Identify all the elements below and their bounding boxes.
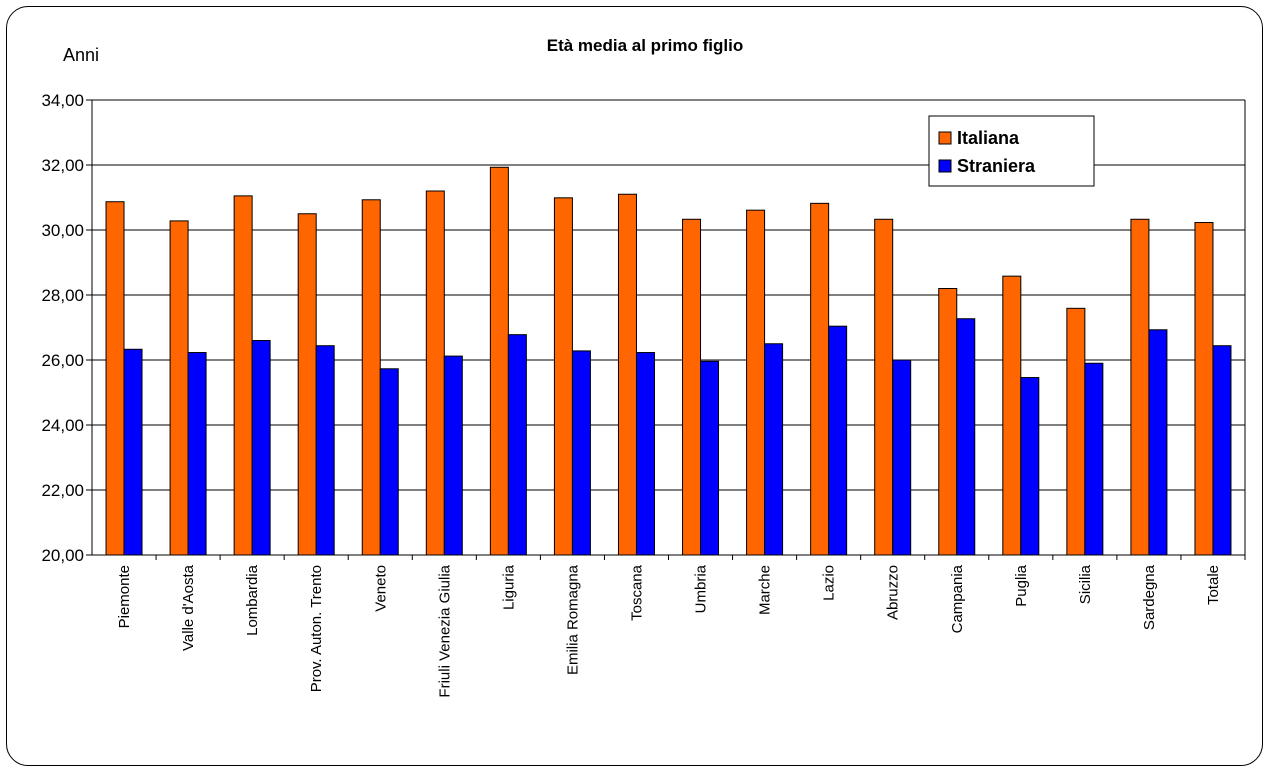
y-tick-label: 30,00	[41, 221, 84, 240]
bar-italiana	[810, 202, 830, 556]
x-tick-label: Friuli Venezia Giulia	[436, 564, 453, 697]
x-tick-label: Liguria	[500, 564, 517, 610]
legend-label-italiana: Italiana	[957, 128, 1020, 148]
x-tick-label: Campania	[949, 564, 966, 633]
bar-straniera	[764, 343, 784, 556]
bar-straniera	[828, 325, 848, 556]
y-tick-labels: 20,00 22,00 24,00 26,00 28,00 30,00 32,00 34,00	[41, 91, 84, 565]
bar-italiana	[1002, 275, 1022, 556]
x-tick-label: Umbria	[693, 564, 710, 613]
bar-straniera	[123, 348, 143, 556]
bar-italiana	[874, 218, 894, 556]
x-tick-label: Toscana	[628, 564, 645, 621]
bar-italiana	[682, 218, 702, 556]
x-tick-label: Prov. Auton. Trento	[308, 565, 325, 692]
x-tick-label: Lombardia	[244, 564, 261, 636]
bar-straniera	[379, 368, 399, 556]
legend-swatch-italiana	[938, 131, 952, 145]
bar-straniera	[443, 355, 463, 556]
bars	[105, 166, 1232, 556]
bar-straniera	[635, 352, 655, 556]
legend-label-straniera: Straniera	[957, 156, 1036, 176]
x-tick-label: Sicilia	[1077, 564, 1094, 604]
bar-straniera	[956, 318, 976, 556]
chart-title: Età media al primo figlio	[547, 36, 743, 55]
axes	[86, 99, 1246, 560]
bar-italiana	[1194, 222, 1214, 556]
x-tick-label: Sardegna	[1141, 564, 1158, 630]
x-tick-labels: Piemonte Valle d'Aosta Lombardia Prov. Auto…	[116, 564, 1222, 697]
bar-straniera	[700, 360, 720, 556]
x-tick-label: Emilia Romagna	[564, 564, 581, 675]
bar-italiana	[553, 197, 573, 556]
y-tick-label: 22,00	[41, 481, 84, 500]
y-axis-unit-label: Anni	[63, 45, 99, 65]
x-tick-label: Valle d'Aosta	[180, 564, 197, 651]
bar-italiana	[746, 209, 766, 556]
bar-straniera	[571, 350, 591, 556]
bar-italiana	[169, 220, 189, 556]
bar-italiana	[489, 166, 509, 556]
bar-italiana	[1066, 307, 1086, 556]
legend: Italiana Straniera	[928, 115, 1095, 187]
y-tick-label: 20,00	[41, 546, 84, 565]
bar-straniera	[251, 340, 271, 556]
x-tick-label: Lazio	[821, 565, 838, 601]
bar-italiana	[233, 195, 253, 556]
y-tick-label: 26,00	[41, 351, 84, 370]
bar-straniera	[187, 352, 207, 556]
y-tick-label: 32,00	[41, 156, 84, 175]
bar-straniera	[1212, 345, 1232, 556]
bar-italiana	[105, 201, 125, 556]
bar-straniera	[1084, 362, 1104, 556]
bar-italiana	[938, 288, 958, 556]
bar-italiana	[617, 193, 637, 556]
bar-straniera	[315, 345, 335, 556]
bar-straniera	[892, 359, 912, 556]
bar-straniera	[1020, 377, 1040, 556]
bar-straniera	[1148, 329, 1168, 556]
x-tick-label: Puglia	[1013, 564, 1030, 606]
bar-italiana	[425, 190, 445, 556]
bar-italiana	[361, 199, 381, 556]
x-tick-label: Totale	[1205, 565, 1222, 605]
bar-straniera	[507, 334, 527, 556]
x-tick-label: Marche	[757, 565, 774, 615]
x-tick-label: Piemonte	[116, 565, 133, 628]
y-tick-label: 28,00	[41, 286, 84, 305]
x-tick-label: Veneto	[372, 565, 389, 612]
bar-italiana	[297, 213, 317, 556]
bar-italiana	[1130, 218, 1150, 556]
y-tick-label: 34,00	[41, 91, 84, 110]
legend-box	[928, 115, 1095, 187]
x-tick-label: Abruzzo	[885, 565, 902, 620]
legend-swatch-straniera	[938, 159, 952, 173]
y-tick-label: 24,00	[41, 416, 84, 435]
